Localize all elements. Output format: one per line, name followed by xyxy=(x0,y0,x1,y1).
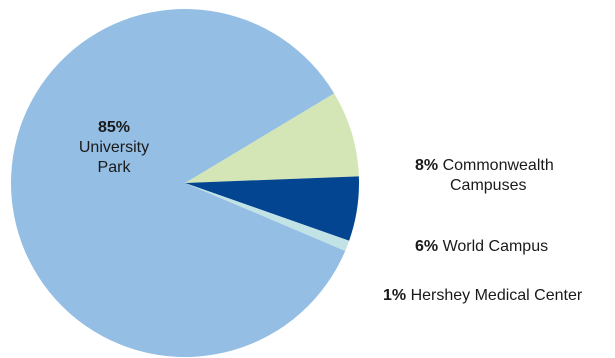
slice-label-line: 6% World Campus xyxy=(415,238,548,255)
slice-name-label: Hershey Medical Center xyxy=(406,287,583,304)
slice-name-label: University xyxy=(79,139,149,156)
slice-name-label: Commonwealth xyxy=(438,157,554,174)
slice-name-label: Park xyxy=(98,159,132,176)
pie-labels: 85% University Park 8% Commonwealth Campuses… xyxy=(79,119,583,304)
slice-label-line: 1% Hershey Medical Center xyxy=(383,287,583,304)
slice-label-line: 8% Commonwealth xyxy=(415,157,554,174)
pie-slice-commonwealth-campuses xyxy=(185,93,359,183)
pie-slice-university-park xyxy=(11,8,346,357)
slice-percent-label: 8% xyxy=(415,157,438,174)
pie-slices xyxy=(11,8,359,357)
slice-percent-label: 85% xyxy=(98,119,130,136)
slice-name-label: Campuses xyxy=(450,177,526,194)
pie-slice-world-campus xyxy=(185,176,359,241)
slice-percent-label: 1% xyxy=(383,287,406,304)
slice-name-label: World Campus xyxy=(438,238,548,255)
slice-percent-label: 6% xyxy=(415,238,438,255)
pie-slice-hershey-medical-center xyxy=(185,183,350,251)
